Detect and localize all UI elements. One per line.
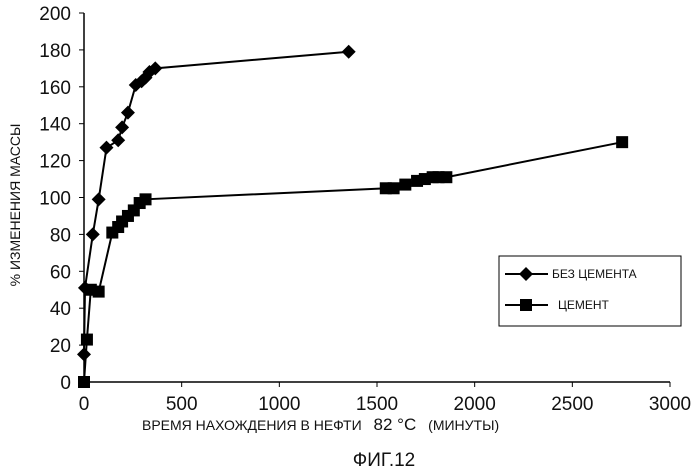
data-point-square <box>399 179 411 191</box>
x-tick-label: 1500 <box>356 394 398 415</box>
y-tick-label: 200 <box>39 4 71 25</box>
y-tick-label: 140 <box>39 115 71 136</box>
y-tick-label: 20 <box>50 336 71 357</box>
x-axis-label-units: (МИНУТЫ) <box>428 417 499 433</box>
data-point-square <box>93 286 105 298</box>
data-point-diamond <box>121 106 135 120</box>
y-tick-label: 0 <box>60 373 71 394</box>
legend: БЕЗ ЦЕМЕНТА ЦЕМЕНТ <box>499 256 681 326</box>
x-tick-label: 2500 <box>551 394 593 415</box>
data-point-square <box>140 193 152 205</box>
x-tick-label: 0 <box>79 394 90 415</box>
x-tick-label: 2000 <box>454 394 496 415</box>
data-point-square <box>616 136 628 148</box>
y-tick-label: 100 <box>39 189 71 210</box>
data-point-diamond <box>99 141 113 155</box>
series-line <box>84 52 349 355</box>
x-axis-label-temp: 82 °C <box>374 415 417 434</box>
x-tick-label: 1000 <box>258 394 300 415</box>
y-tick-label: 40 <box>50 299 71 320</box>
data-point-square <box>440 171 452 183</box>
x-axis-label: ВРЕМЯ НАХОЖДЕНИЯ В НЕФТИ 82 °C (МИНУТЫ) <box>142 415 499 434</box>
data-point-diamond <box>342 45 356 59</box>
y-axis-ticks: 0 20 40 60 80 100 120 140 160 180 200 <box>39 4 84 394</box>
series-layer <box>77 45 628 388</box>
data-point-diamond <box>92 192 106 206</box>
legend-label-cement: ЦЕМЕНТ <box>558 298 610 312</box>
x-tick-label: 3000 <box>649 394 691 415</box>
y-tick-label: 180 <box>39 41 71 62</box>
x-axis-label-text: ВРЕМЯ НАХОЖДЕНИЯ В НЕФТИ <box>142 417 362 433</box>
y-tick-label: 120 <box>39 152 71 173</box>
y-tick-label: 60 <box>50 262 71 283</box>
y-tick-label: 80 <box>50 225 71 246</box>
x-axis-ticks: 0 500 1000 1500 2000 2500 3000 <box>79 382 691 415</box>
data-point-diamond <box>86 227 100 241</box>
data-point-square <box>81 334 93 346</box>
data-point-square <box>78 376 90 388</box>
figure-label: ФИГ.12 <box>353 450 415 471</box>
data-point-diamond <box>111 133 125 147</box>
y-axis-label: % ИЗМЕНЕНИЯ МАССЫ <box>7 124 23 287</box>
data-point-diamond <box>77 347 91 361</box>
legend-label-no-cement: БЕЗ ЦЕМЕНТА <box>552 267 637 281</box>
legend-marker-cement <box>520 299 532 311</box>
series-no-cement <box>77 45 356 362</box>
x-tick-label: 500 <box>166 394 198 415</box>
data-point-square <box>388 182 400 194</box>
y-tick-label: 160 <box>39 78 71 99</box>
data-point-diamond <box>115 120 129 134</box>
